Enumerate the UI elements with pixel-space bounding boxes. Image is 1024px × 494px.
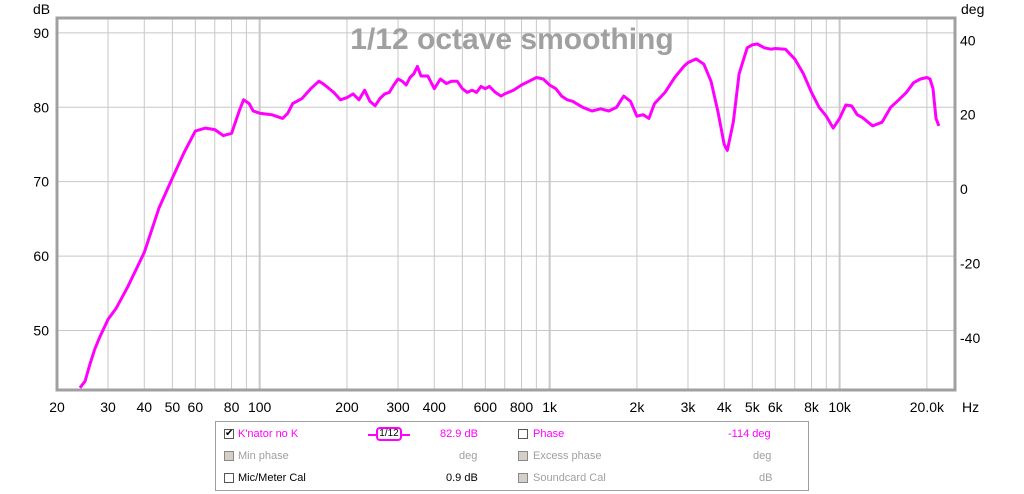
- x-tick-label: 40: [136, 399, 152, 415]
- y2-axis-unit: deg: [961, 1, 984, 17]
- y2-tick-label: -40: [960, 330, 980, 346]
- mic-cal-checkbox[interactable]: [224, 473, 234, 483]
- x-tick-label: 6k: [768, 399, 784, 415]
- y2-tick-label: 40: [960, 32, 976, 48]
- grid: [57, 18, 955, 390]
- x-tick-label: 30: [100, 399, 116, 415]
- y-tick-label: 90: [33, 25, 49, 41]
- soundcard-cal-label: Soundcard Cal: [533, 472, 606, 484]
- legend-panel: ✔ K'nator no K 1/12 82.9 dB Phase -114 d…: [215, 421, 809, 491]
- x-tick-label: 1k: [542, 399, 558, 415]
- x-tick-label: 80: [224, 399, 240, 415]
- x-tick-label: 100: [248, 399, 272, 415]
- x-tick-label: 200: [335, 399, 359, 415]
- excess-phase-unit: deg: [753, 450, 772, 462]
- x-tick-label: 8k: [804, 399, 820, 415]
- y-axis-unit: dB: [33, 1, 50, 17]
- x-tick-label: 800: [510, 399, 534, 415]
- trace-checkbox[interactable]: ✔: [224, 428, 234, 439]
- x-tick-label: 20.0k: [910, 399, 945, 415]
- x-tick-label: 3k: [681, 399, 697, 415]
- excess-phase-label: Excess phase: [533, 450, 602, 462]
- y-tick-label: 80: [33, 99, 49, 115]
- y2-tick-label: -20: [960, 256, 980, 272]
- min-phase-unit: deg: [459, 450, 478, 462]
- trace-label: K'nator no K: [238, 428, 299, 440]
- legend-row-trace: ✔ K'nator no K 1/12 82.9 dB Phase -114 d…: [216, 424, 808, 446]
- y-tick-label: 60: [33, 248, 49, 264]
- x-axis-unit: Hz: [962, 399, 979, 415]
- series-line-knator-no-k: [78, 42, 941, 389]
- soundcard-cal-unit: dB: [759, 472, 773, 484]
- x-tick-label: 50: [165, 399, 181, 415]
- x-tick-label: 10k: [828, 399, 852, 415]
- x-tick-label: 5k: [745, 399, 761, 415]
- x-tick-label: 400: [423, 399, 447, 415]
- min-phase-label: Min phase: [238, 450, 289, 462]
- chart-title: 1/12 octave smoothing: [350, 23, 673, 56]
- trace-value: 82.9 dB: [440, 428, 478, 440]
- x-tick-label: 600: [474, 399, 498, 415]
- plot-frame: [55, 16, 957, 392]
- soundcard-cal-checkbox[interactable]: [518, 473, 528, 483]
- mic-cal-value: 0.9 dB: [446, 472, 478, 484]
- x-tick-label: 60: [188, 399, 204, 415]
- frequency-response-chart: dB deg Hz 1/12 octave smoothing 20 30 40 50…: [33, 1, 984, 415]
- y2-tick-label: 20: [960, 107, 976, 123]
- phase-checkbox[interactable]: [518, 429, 528, 439]
- x-tick-label: 300: [386, 399, 410, 415]
- y-tick-label: 50: [33, 322, 49, 338]
- x-tick-label: 2k: [630, 399, 646, 415]
- x-tick-label: 20: [49, 399, 65, 415]
- y2-tick-label: 0: [960, 181, 968, 197]
- x-tick-label: 4k: [717, 399, 733, 415]
- legend-row-min-phase: Min phase deg Excess phase deg: [216, 446, 808, 468]
- smoothing-line-right: [402, 434, 410, 436]
- y-tick-label: 70: [33, 174, 49, 190]
- tick-labels: 20 30 40 50 60 80 100 200 300 400 600 800 1k 2k 3k 4k 5k…: [33, 25, 980, 415]
- smoothing-line-left: [368, 434, 376, 436]
- excess-phase-checkbox[interactable]: [518, 451, 528, 461]
- mic-cal-label: Mic/Meter Cal: [238, 472, 306, 484]
- phase-value: -114 deg: [728, 428, 771, 440]
- legend-row-cal: Mic/Meter Cal 0.9 dB Soundcard Cal dB: [216, 468, 808, 490]
- phase-label: Phase: [533, 428, 565, 440]
- smoothing-indicator[interactable]: 1/12: [376, 427, 402, 441]
- min-phase-checkbox[interactable]: [224, 451, 234, 461]
